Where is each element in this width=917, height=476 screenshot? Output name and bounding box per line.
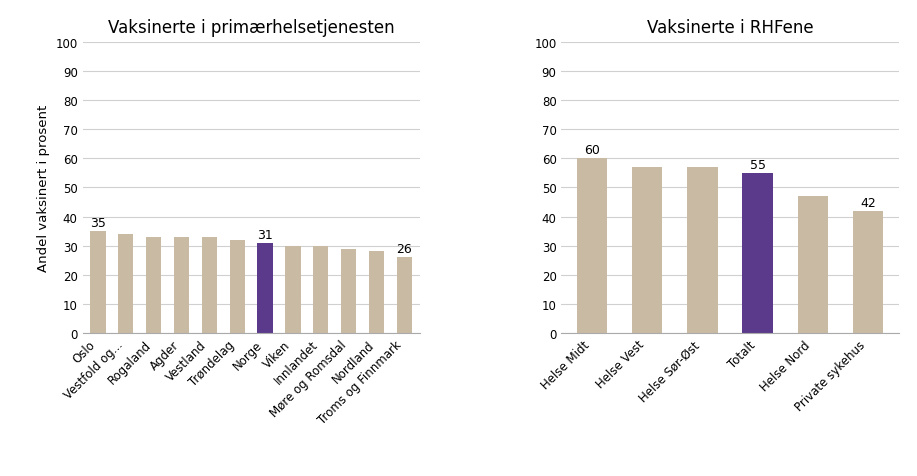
Bar xyxy=(258,243,272,333)
Title: Vaksinerte i RHFene: Vaksinerte i RHFene xyxy=(646,19,813,37)
Text: 26: 26 xyxy=(396,243,413,256)
Text: 60: 60 xyxy=(584,144,600,157)
Bar xyxy=(853,211,883,333)
Bar xyxy=(397,258,412,333)
Bar xyxy=(285,246,301,333)
Bar xyxy=(632,168,662,333)
Title: Vaksinerte i primærhelsetjenesten: Vaksinerte i primærhelsetjenesten xyxy=(108,19,394,37)
Text: 55: 55 xyxy=(750,159,766,171)
Bar xyxy=(90,232,105,333)
Bar xyxy=(118,235,133,333)
Bar xyxy=(202,238,217,333)
Y-axis label: Andel vaksinert i prosent: Andel vaksinert i prosent xyxy=(37,105,50,271)
Bar xyxy=(174,238,189,333)
Bar xyxy=(341,249,357,333)
Bar xyxy=(314,246,328,333)
Text: 31: 31 xyxy=(257,228,273,241)
Bar xyxy=(687,168,718,333)
Text: 42: 42 xyxy=(860,196,876,209)
Bar xyxy=(146,238,161,333)
Bar xyxy=(369,252,384,333)
Bar xyxy=(743,174,773,333)
Text: 35: 35 xyxy=(90,217,105,229)
Bar xyxy=(798,197,828,333)
Bar xyxy=(577,159,607,333)
Bar xyxy=(229,240,245,333)
